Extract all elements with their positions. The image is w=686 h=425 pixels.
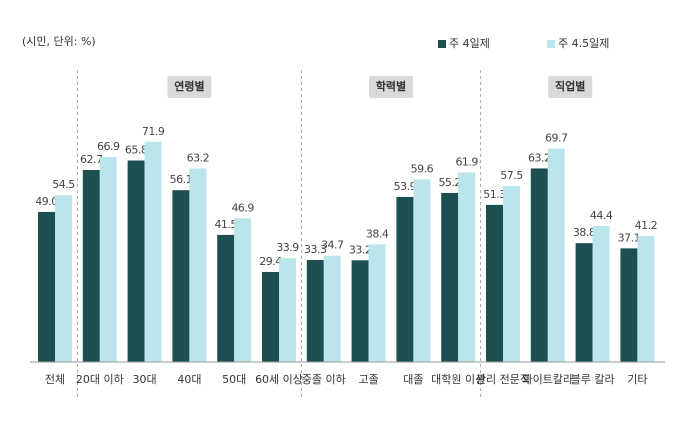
group-label-box: [369, 76, 413, 98]
x-tick-label: 화이트칼라: [522, 373, 573, 386]
bar: [575, 243, 593, 362]
group-label-box: [167, 76, 212, 98]
value-label: 63.2: [187, 151, 210, 164]
bar: [172, 190, 190, 362]
bar: [351, 260, 369, 362]
value-label: 46.9: [231, 201, 254, 214]
bar: [396, 196, 414, 362]
bar: [530, 168, 548, 362]
value-label: 62.7: [80, 153, 103, 166]
bar: [55, 195, 72, 362]
value-label: 33.2: [349, 243, 372, 256]
value-label: 66.9: [97, 140, 120, 153]
value-label: 53.9: [394, 180, 417, 193]
value-label: 61.9: [455, 155, 478, 168]
x-tick-label: 기타: [627, 373, 647, 386]
x-tick-label: 40대: [177, 373, 201, 386]
value-label: 33.3: [304, 243, 327, 256]
bar: [82, 169, 100, 362]
x-tick-label: 관리 전문직: [476, 373, 530, 386]
value-label: 51.3: [483, 188, 506, 201]
group-label: 학력별: [376, 79, 406, 93]
bar: [189, 168, 207, 362]
unit-note: (시민, 단위: %): [22, 35, 96, 48]
bar: [486, 204, 503, 362]
value-label: 49.0: [35, 195, 58, 208]
value-label: 41.2: [635, 219, 658, 232]
bar: [413, 179, 431, 362]
value-label: 33.9: [276, 241, 299, 254]
x-tick-label: 대졸: [403, 373, 423, 386]
x-tick-label: 20대 이하: [76, 372, 124, 386]
value-label: 38.4: [366, 227, 389, 240]
bar: [99, 157, 117, 362]
value-label: 71.9: [142, 125, 165, 138]
bar: [547, 148, 565, 362]
bar: [127, 160, 145, 362]
bar: [262, 271, 279, 362]
bar: [503, 185, 520, 362]
group-label: 연령별: [174, 79, 204, 93]
bar: [38, 211, 55, 362]
bar: [323, 255, 341, 362]
bar: [441, 192, 459, 362]
x-tick-label: 60세 이상: [255, 373, 303, 386]
legend-label: 주 4.5일제: [558, 36, 609, 50]
legend-swatch: [438, 40, 446, 48]
bar: [306, 260, 324, 362]
bar: [144, 141, 162, 362]
value-label: 55.2: [438, 176, 461, 189]
value-label: 38.8: [573, 226, 596, 239]
value-label: 56.1: [170, 173, 193, 186]
value-label: 34.7: [321, 239, 344, 252]
value-label: 29.4: [259, 255, 282, 268]
x-tick-label: 50대: [222, 373, 246, 386]
x-tick-label: 30대: [133, 373, 157, 386]
bar: [637, 235, 655, 362]
value-label: 65.8: [125, 143, 148, 156]
legend-swatch: [547, 40, 555, 48]
value-label: 63.2: [528, 151, 551, 164]
bar: [279, 258, 296, 362]
bar: [368, 244, 386, 362]
x-tick-label: 대학원 이상: [431, 373, 485, 386]
value-label: 41.5: [214, 218, 237, 231]
group-label: 직업별: [555, 79, 585, 93]
value-label: 57.5: [500, 169, 523, 182]
value-label: 54.5: [52, 178, 75, 191]
bar: [620, 248, 638, 362]
value-label: 37.1: [618, 231, 641, 244]
x-tick-label: 전체: [45, 373, 65, 386]
x-tick-label: 블루 칼라: [571, 373, 615, 386]
bar: [217, 234, 235, 362]
x-tick-label: 중졸 이하: [302, 372, 346, 386]
value-label: 59.6: [411, 162, 434, 175]
bar: [458, 172, 476, 362]
group-label-box: [548, 76, 593, 98]
legend-label: 주 4일제: [449, 36, 490, 50]
value-label: 69.7: [545, 132, 568, 145]
bar: [234, 218, 252, 362]
bar: [592, 226, 610, 362]
x-tick-label: 고졸: [358, 373, 378, 386]
value-label: 44.4: [590, 209, 613, 222]
